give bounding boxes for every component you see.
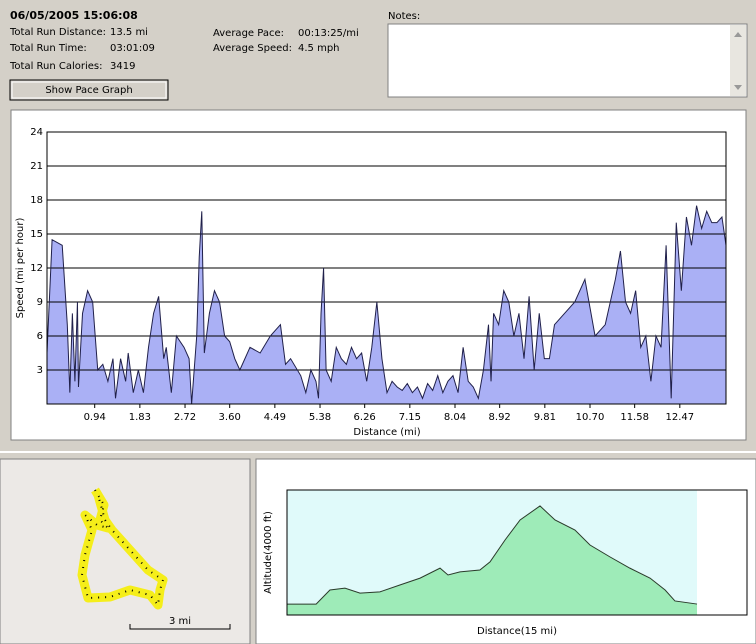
x-tick-label: 2.72 (174, 412, 196, 423)
x-tick-label: 0.94 (84, 412, 106, 423)
x-axis-label: Distance (mi) (353, 427, 420, 438)
button-face[interactable] (9, 79, 169, 101)
x-tick-label: 4.49 (264, 412, 286, 423)
scale-bar (129, 624, 231, 630)
area-line (46, 205, 727, 405)
notes-label: Notes: (388, 11, 420, 22)
x-tick-label: 3.60 (219, 412, 241, 423)
x-tick-label: 5.38 (309, 412, 331, 423)
y-tick-label: 6 (37, 331, 43, 342)
stat-label: Total Run Calories: (9, 61, 103, 72)
y-tick-label: 3 (37, 365, 43, 376)
stat-value: 00:13:25/mi (298, 28, 359, 39)
x-tick-label: 12.47 (665, 412, 694, 423)
stat-label: Average Pace: (213, 28, 284, 39)
plot-frame (286, 489, 748, 616)
area-line (287, 505, 698, 605)
y-tick-label: 24 (30, 127, 43, 138)
x-tick-label: 10.70 (576, 412, 605, 423)
y-axis-label: Altitude(4000 ft) (263, 511, 274, 594)
map-panel (0, 458, 251, 644)
area-fill (47, 205, 726, 404)
run-datetime: 06/05/2005 15:06:08 (10, 9, 138, 22)
stat-value: 4.5 mph (298, 43, 340, 54)
x-tick-label: 7.15 (399, 412, 421, 423)
area-fill (287, 505, 698, 615)
x-tick-label: 8.92 (489, 412, 511, 423)
stat-label: Average Speed: (213, 43, 292, 54)
x-tick-label: 6.26 (354, 412, 376, 423)
scale-label: 3 mi (169, 616, 191, 627)
y-tick-label: 9 (37, 297, 43, 308)
stat-value: 3419 (110, 61, 135, 72)
x-tick-label: 1.83 (129, 412, 151, 423)
x-tick-label: 9.81 (534, 412, 556, 423)
stat-label: Total Run Distance: (9, 27, 106, 38)
stat-label: Total Run Time: (9, 43, 87, 54)
charts: 3 6 9 12 15 18 21 24 0.94 1.83 2.72 3.60 4.49 5.38 6.2… (15, 127, 748, 637)
button-label[interactable]: Show Pace Graph (45, 85, 132, 96)
button-bevel (11, 81, 167, 99)
scrollbar[interactable] (730, 25, 746, 96)
plot-frame (46, 131, 727, 405)
route (77, 487, 168, 610)
x-tick-label: 11.58 (620, 412, 649, 423)
x-axis-label: Distance(15 mi) (477, 626, 557, 637)
y-tick-label: 21 (30, 161, 43, 172)
y-axis-label: Speed (mi per hour) (15, 218, 26, 319)
y-tick-label: 15 (30, 229, 43, 240)
notes-box[interactable] (387, 23, 748, 98)
stat-value: 13.5 mi (110, 27, 148, 38)
y-tick-label: 18 (30, 195, 43, 206)
x-tick-label: 8.04 (444, 412, 466, 423)
stat-value: 03:01:09 (110, 43, 155, 54)
y-tick-label: 12 (30, 263, 43, 274)
show-pace-button[interactable]: Show Pace Graph (9, 79, 169, 101)
